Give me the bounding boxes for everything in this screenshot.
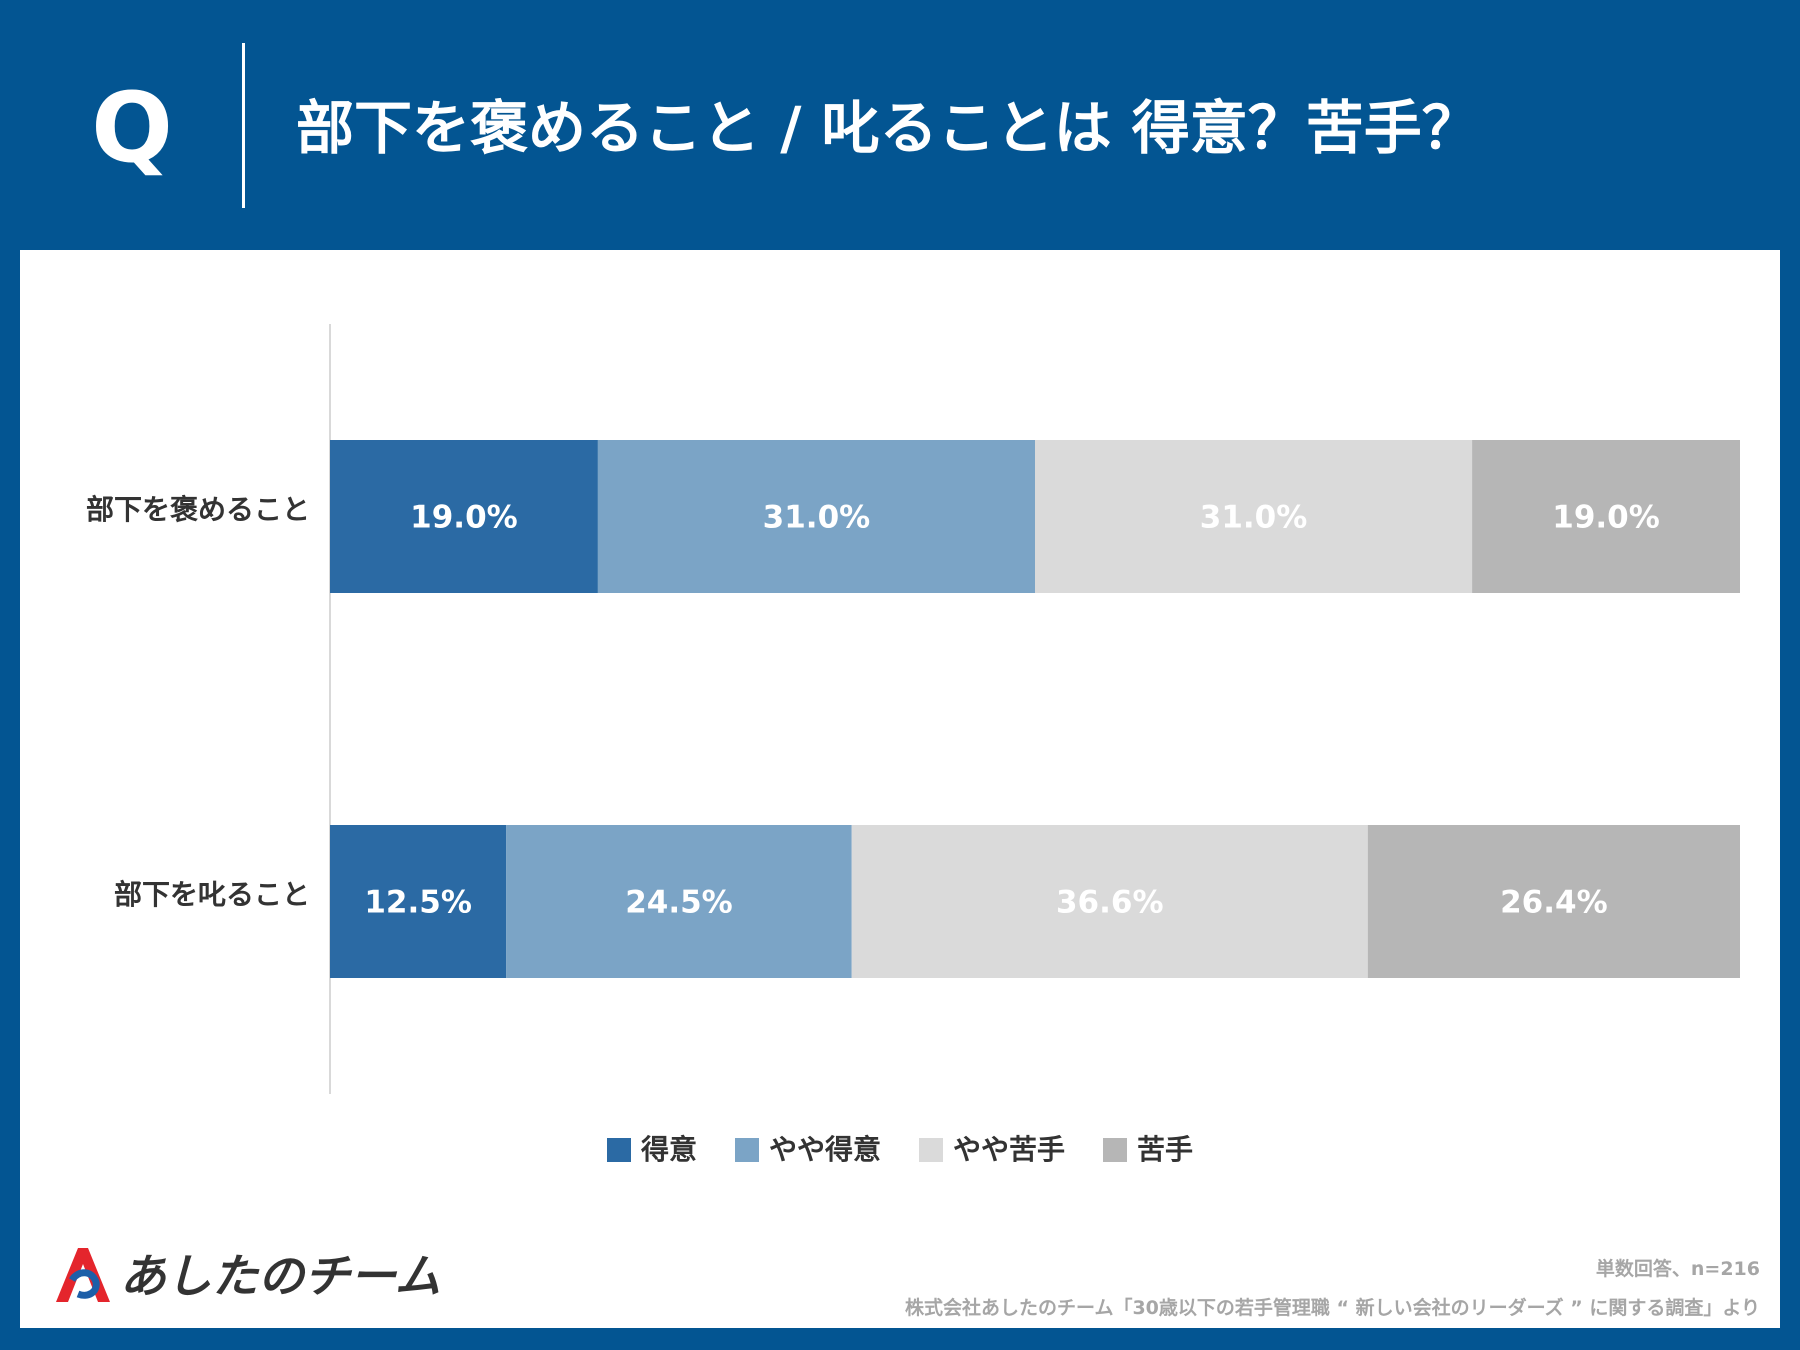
bar-good-row-1 <box>330 440 598 593</box>
bar-bad-row-2 <box>1367 825 1740 978</box>
legend-swatch-somewhat-good <box>734 1138 759 1162</box>
legend-label-bad: 苦手 <box>1137 1133 1194 1166</box>
data-label-somewhat-bad-row-1: 31.0% <box>1200 500 1308 536</box>
page-title: 部下を褒めること / 叱ることは 得意？苦手？ <box>296 94 1480 162</box>
bar-somewhat-good-row-1 <box>597 440 1035 593</box>
stacked-bar-chart: 19.0% 31.0% 31.0% 19.0% 12.5% 24.5% 36.6% 26.4% <box>330 440 1740 978</box>
bar-somewhat-bad-row-1 <box>1035 440 1473 593</box>
data-label-somewhat-good-row-2: 24.5% <box>625 885 733 921</box>
chart-panel: 部下を褒めること 部下を叱ること 19.0% 31.0% 31.0% 19.0% 12.… <box>20 250 1780 1328</box>
header-divider <box>242 43 245 208</box>
legend-item-somewhat-good: やや得意 <box>734 1130 881 1170</box>
sample-note: 単数回答、n=216 <box>1595 1258 1760 1280</box>
data-label-somewhat-bad-row-2: 36.6% <box>1056 885 1164 921</box>
data-label-bad-row-1: 19.0% <box>1552 500 1660 536</box>
company-logo: あしたのチーム <box>48 1240 488 1310</box>
legend-item-good: 得意 <box>606 1130 697 1170</box>
bar-somewhat-bad-row-2 <box>851 825 1368 978</box>
legend-label-somewhat-good: やや得意 <box>768 1133 881 1166</box>
question-mark-badge: Q <box>91 72 173 184</box>
legend-item-bad: 苦手 <box>1103 1130 1193 1170</box>
bar-somewhat-good-row-2 <box>506 825 852 978</box>
logo-text: あしたのチーム <box>120 1249 441 1303</box>
legend-item-somewhat-bad: やや苦手 <box>919 1130 1065 1170</box>
legend: 得意 やや得意 やや苦手 苦手 <box>20 1130 1780 1170</box>
legend-label-somewhat-bad: やや苦手 <box>953 1133 1066 1166</box>
bar-bad-row-1 <box>1472 440 1740 593</box>
data-label-somewhat-good-row-1: 31.0% <box>763 500 871 536</box>
category-axis-line <box>329 324 331 1094</box>
header: Q 部下を褒めること / 叱ることは 得意？苦手？ <box>0 0 1800 250</box>
legend-swatch-bad <box>1103 1138 1128 1162</box>
category-label-scold: 部下を叱ること <box>113 878 310 911</box>
logo-mark-icon <box>56 1248 110 1302</box>
legend-label-good: 得意 <box>640 1133 697 1166</box>
data-label-good-row-2: 12.5% <box>364 885 472 921</box>
data-label-good-row-1: 19.0% <box>410 500 518 536</box>
source-note: 株式会社あしたのチーム「30歳以下の若手管理職 “ 新しい会社のリーダーズ ” … <box>905 1297 1760 1319</box>
legend-swatch-good <box>606 1138 631 1162</box>
legend-swatch-somewhat-bad <box>919 1138 943 1162</box>
data-label-bad-row-2: 26.4% <box>1500 885 1608 921</box>
bar-good-row-2 <box>330 825 507 978</box>
category-label-praise: 部下を褒めること <box>85 493 310 526</box>
